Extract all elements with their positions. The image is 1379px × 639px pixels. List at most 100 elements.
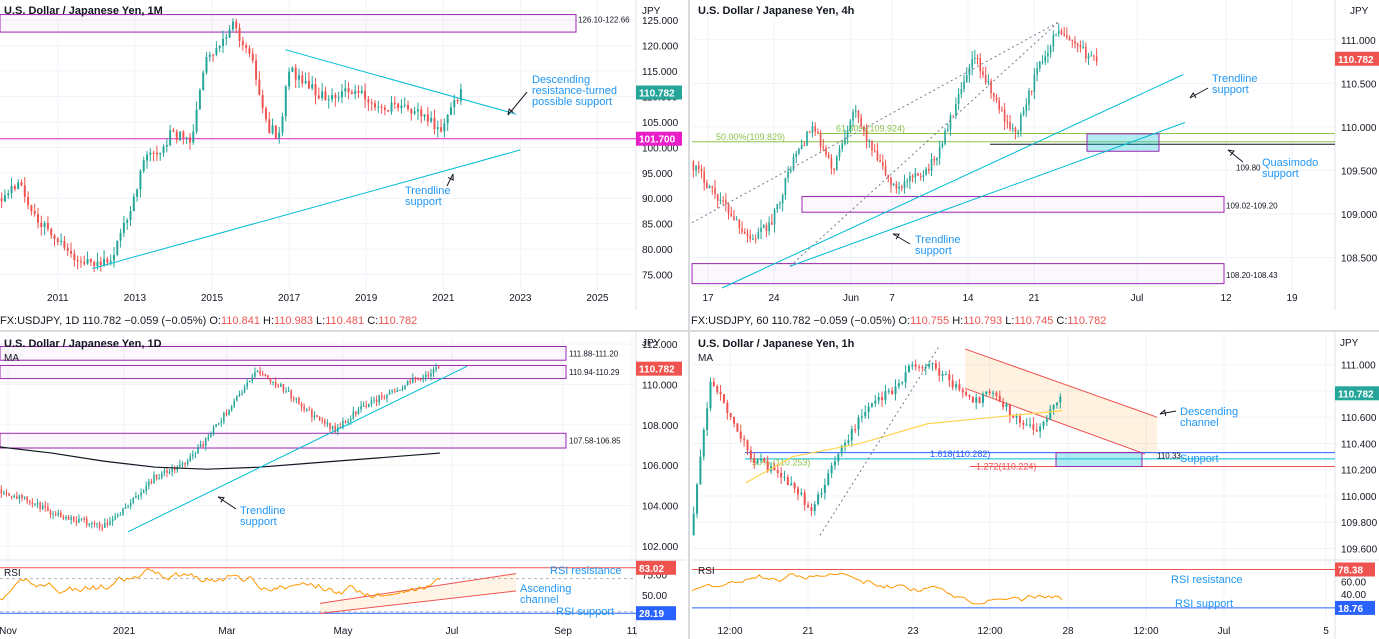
- candle-body: [238, 394, 241, 396]
- candle-body: [79, 261, 82, 263]
- annotation-text: possible support: [532, 96, 612, 108]
- x-tick-label: 2021: [113, 626, 136, 637]
- candle-body: [212, 427, 215, 435]
- candle-body: [1093, 55, 1095, 57]
- candle-body: [911, 175, 914, 178]
- panel-1h: 1.618(110.282)1.272(110.224)50% (110.253…: [688, 0, 1379, 639]
- candle-body: [1095, 56, 1098, 63]
- candle-body: [46, 223, 49, 229]
- candle-body: [822, 146, 825, 148]
- candle-body: [928, 364, 931, 367]
- candle-body: [8, 493, 10, 496]
- candle-body: [784, 178, 787, 195]
- candle-body: [248, 48, 251, 54]
- candle-body: [854, 110, 857, 112]
- candle-body: [73, 253, 76, 261]
- ascending-trendline: [789, 122, 1186, 267]
- candle-body: [830, 465, 833, 474]
- candle-body: [900, 186, 903, 189]
- candle-body: [934, 363, 937, 369]
- candle-body: [951, 380, 954, 388]
- candle-body: [357, 90, 360, 93]
- candle-body: [228, 29, 231, 38]
- candle-body: [711, 185, 714, 188]
- candle-body: [719, 391, 722, 395]
- candle-body: [971, 396, 974, 403]
- rsi-tag-bg: [636, 560, 676, 575]
- x-tick-label: 12:00: [1133, 626, 1158, 637]
- candle-body: [965, 392, 968, 396]
- candle-body: [743, 232, 746, 234]
- y-tick-label: 106.000: [642, 461, 679, 472]
- candle-body: [833, 168, 835, 170]
- candle-body: [370, 102, 373, 104]
- candle-body: [901, 382, 904, 384]
- candle-body: [410, 109, 413, 114]
- candle-body: [26, 496, 28, 502]
- ohlc-last: 110.782: [771, 315, 811, 327]
- candle-body: [706, 183, 708, 188]
- candle-body: [145, 485, 148, 491]
- candle-body: [165, 145, 168, 147]
- candle-body: [53, 235, 56, 239]
- candle-body: [188, 137, 191, 143]
- candle-body: [884, 166, 887, 175]
- candle-body: [922, 175, 925, 178]
- rsi-tag: 83.02: [639, 564, 664, 575]
- last-price-tag-bg: [1335, 386, 1379, 401]
- candle-body: [152, 152, 155, 154]
- candle-body: [857, 110, 860, 118]
- candle-body: [355, 411, 357, 415]
- x-tick-label: 2015: [201, 293, 224, 304]
- rsi-tag-bg: [636, 606, 676, 621]
- candle-body: [288, 71, 291, 87]
- candle-body: [1063, 33, 1065, 36]
- candle-body: [70, 517, 72, 520]
- ascending-trendline: [92, 149, 521, 269]
- candle-body: [218, 46, 221, 49]
- candle-body: [334, 95, 337, 98]
- candle-body: [938, 368, 941, 376]
- ohlc-symbol: FX:USDJPY, 60: [691, 315, 769, 327]
- candle-body: [985, 391, 988, 395]
- candle-body: [961, 389, 964, 393]
- y-tick-label: 104.000: [642, 502, 679, 513]
- candle-body: [132, 196, 135, 212]
- annotation-text: RSI resistance: [550, 565, 622, 577]
- candle-body: [153, 474, 155, 483]
- candle-body: [874, 400, 877, 404]
- panel-title: U.S. Dollar / Japanese Yen, 1h: [698, 338, 855, 350]
- candle-body: [979, 58, 982, 72]
- y-tick-label: 110.600: [1341, 413, 1377, 424]
- x-tick-label: Sep: [554, 626, 572, 637]
- candle-body: [291, 67, 294, 72]
- candle-body: [868, 140, 871, 142]
- indicator-label: MA: [698, 353, 713, 364]
- candle-body: [854, 429, 857, 431]
- candle-body: [1017, 131, 1019, 133]
- candle-body: [205, 56, 208, 73]
- candle-body: [104, 522, 106, 528]
- candle-body: [380, 106, 383, 108]
- candle-body: [752, 238, 754, 240]
- candle-body: [776, 470, 779, 474]
- candle-body: [807, 504, 810, 508]
- candle-body: [813, 504, 816, 511]
- candle-body: [456, 100, 459, 102]
- candle-body: [714, 187, 716, 195]
- candle-body: [400, 105, 403, 109]
- candle-body: [198, 90, 201, 110]
- y-tick-label: 75.000: [642, 271, 673, 282]
- candle-body: [936, 158, 938, 161]
- candle-body: [162, 146, 165, 153]
- annotation-arrow: [1227, 149, 1244, 163]
- candle-body: [390, 102, 393, 112]
- candle-body: [806, 131, 808, 146]
- candle-body: [62, 517, 65, 519]
- candle-body: [930, 158, 933, 171]
- x-tick-label: Mar: [218, 626, 236, 637]
- annotation-text: RSI support: [556, 606, 614, 618]
- candle-body: [258, 79, 261, 95]
- descending-channel-upper: [964, 348, 1158, 418]
- candle-body: [849, 120, 852, 131]
